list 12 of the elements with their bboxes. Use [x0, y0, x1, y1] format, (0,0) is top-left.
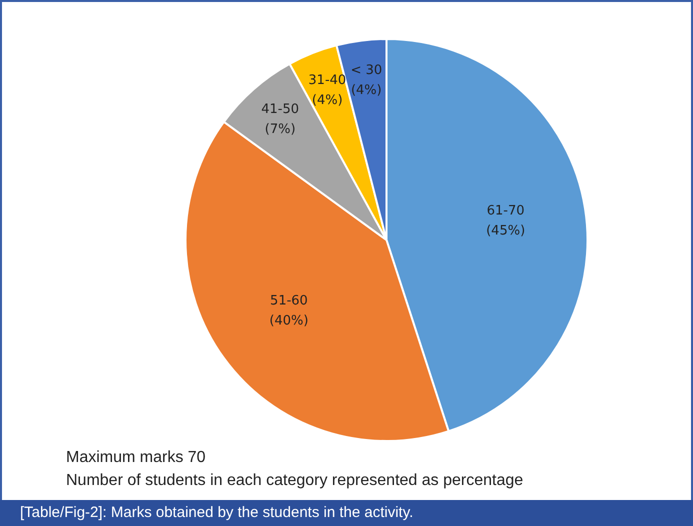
data-label: (4%): [312, 92, 343, 108]
data-label: (40%): [269, 313, 308, 328]
slice-label: 41-50: [261, 102, 300, 117]
slice-label: 61-70: [486, 204, 525, 219]
slice-label: 51-60: [270, 293, 308, 308]
data-label: (4%): [350, 82, 382, 98]
text: Number of students in each category represented as percentage: [66, 471, 524, 491]
text: [Table/Fig-2]: Marks obtained by the students in the activity.: [0, 500, 693, 526]
text: Maximum marks 70: [66, 448, 207, 468]
data-label: (45%): [486, 224, 526, 239]
slice-label: < 30: [350, 62, 382, 78]
data-label: (7%): [264, 122, 296, 137]
